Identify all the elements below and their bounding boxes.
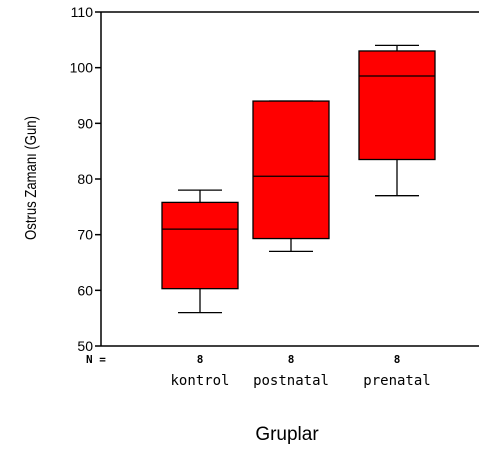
y-tick-label: 50: [77, 338, 93, 354]
y-tick-label: 60: [77, 282, 93, 298]
category-labels: kontrol postnatal prenatal: [170, 373, 430, 389]
n-row: N = 8 8 8: [86, 353, 400, 366]
n-value: 8: [197, 353, 204, 366]
y-tick-label: 80: [77, 171, 93, 187]
box-kontrol: [161, 189, 239, 314]
category-label-prenatal: prenatal: [363, 373, 430, 389]
iqr-box: [161, 201, 239, 290]
y-tick-label: 110: [71, 4, 94, 20]
y-tick-label: 100: [70, 60, 94, 76]
iqr-box: [358, 50, 436, 161]
boxes: [161, 44, 436, 314]
box-prenatal: [358, 44, 436, 197]
y-tick-label: 90: [77, 115, 93, 131]
category-label-postnatal: postnatal: [253, 373, 329, 389]
box-postnatal: [252, 100, 330, 253]
n-value: 8: [288, 353, 295, 366]
iqr-box: [252, 100, 330, 240]
y-axis-title: Ostrus Zamanı (Gun): [23, 116, 40, 240]
x-axis-title: Gruplar: [255, 424, 319, 445]
n-label: N =: [86, 353, 106, 366]
y-tick-label: 70: [77, 227, 93, 243]
y-axis-ticks: 50 60 70 80 90 100 110: [70, 4, 101, 354]
n-value: 8: [394, 353, 401, 366]
category-label-kontrol: kontrol: [170, 373, 229, 389]
